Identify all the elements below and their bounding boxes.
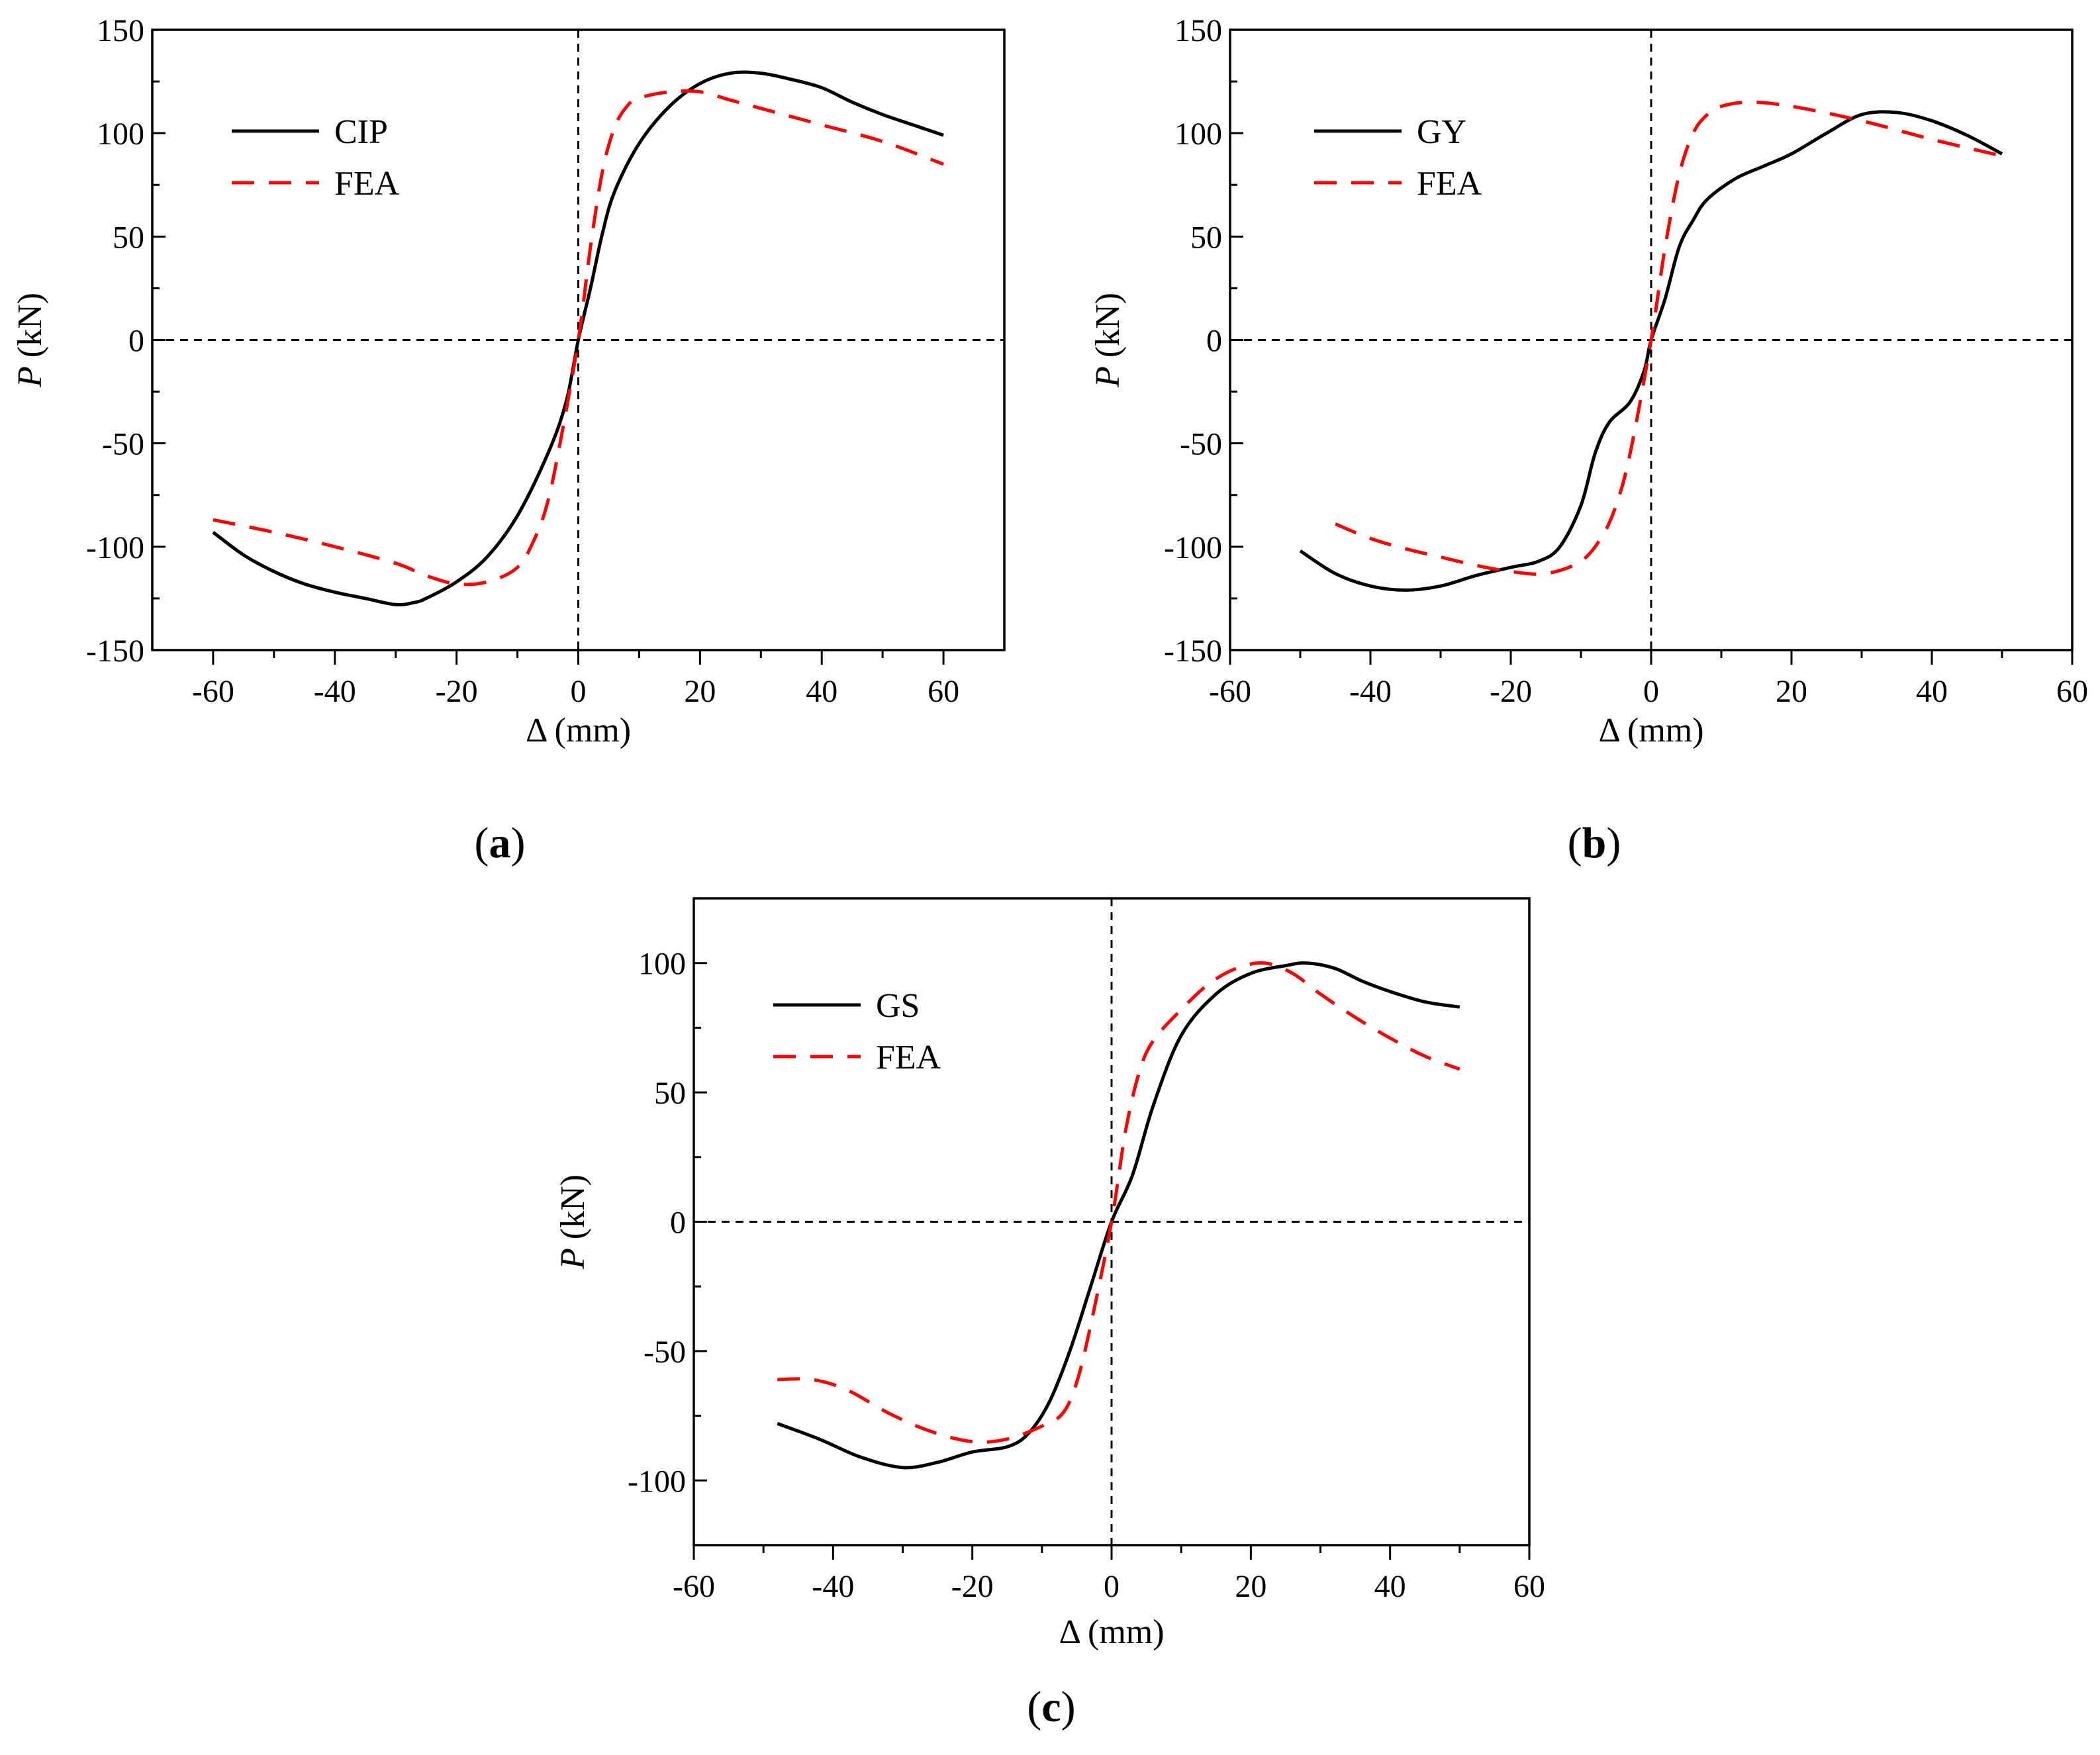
- series-line-fea: [1335, 100, 2003, 576]
- y-tick-label: 0: [1206, 324, 1222, 359]
- x-axis-title: Δ (mm): [1598, 712, 1703, 749]
- legend-label-gy: GY: [1417, 113, 1466, 151]
- legend-label-fea: FEA: [1417, 165, 1482, 203]
- y-tick-label: -100: [86, 530, 144, 565]
- series-line-fea: [213, 89, 944, 587]
- y-axis-symbol: P: [11, 366, 49, 388]
- panel-label: (b): [1568, 819, 1621, 867]
- x-tick-label: -20: [1490, 674, 1532, 709]
- x-tick-label: -40: [812, 1569, 854, 1604]
- x-tick-label: 0: [571, 674, 587, 709]
- y-tick-label: 50: [113, 220, 144, 255]
- y-tick-label: -100: [1164, 530, 1222, 565]
- y-tick-label: -50: [1180, 427, 1222, 462]
- y-axis-unit: (kN): [11, 293, 49, 366]
- x-tick-label: 20: [1776, 674, 1807, 709]
- y-tick-label: 100: [638, 947, 686, 982]
- chart-panel-a: -60 -40 -20 0 20 40 60 -150 -100 -50 0 50 100 150 Δ (m…: [11, 13, 1006, 867]
- y-tick-label: 100: [97, 117, 144, 152]
- legend-label-cip: CIP: [334, 113, 388, 151]
- y-tick-label: -50: [644, 1335, 686, 1370]
- x-tick-label: -20: [436, 674, 478, 709]
- series-line-cip: [212, 70, 944, 607]
- x-tick-label: 60: [1513, 1569, 1545, 1604]
- x-tick-label: 40: [806, 674, 837, 709]
- series-line-gs: [777, 961, 1460, 1470]
- y-tick-label: -100: [628, 1464, 686, 1499]
- x-tick-label: -20: [951, 1569, 994, 1604]
- x-tick-label: 0: [1104, 1569, 1120, 1604]
- y-axis-unit: (kN): [1089, 293, 1127, 366]
- y-axis-title: P (kN): [1089, 293, 1127, 388]
- y-axis-symbol: P: [554, 1248, 592, 1270]
- chart-panel-c: -60 -40 -20 0 20 40 60 -100 -50 0 50 100 Δ (mm) P (kN…: [554, 897, 1545, 1731]
- chart-panel-b: -60 -40 -20 0 20 40 60 -150 -100 -50 0 50 100 150 Δ (m…: [1089, 13, 2088, 867]
- x-tick-label: 40: [1916, 674, 1948, 709]
- x-axis-title: Δ (mm): [526, 712, 631, 749]
- x-tick-label: -60: [673, 1569, 715, 1604]
- x-tick-label: 60: [928, 674, 959, 709]
- series-line-gy: [1299, 110, 2003, 592]
- legend-label-fea: FEA: [876, 1039, 941, 1076]
- y-tick-label: 150: [1174, 13, 1222, 48]
- x-tick-label: 40: [1374, 1569, 1406, 1604]
- y-axis-title: P (kN): [554, 1174, 592, 1270]
- panel-label: (a): [475, 819, 526, 867]
- y-axis-symbol: P: [1089, 366, 1127, 388]
- x-tick-label: 60: [2056, 674, 2088, 709]
- x-tick-label: 20: [1235, 1569, 1266, 1604]
- y-tick-label: -50: [102, 427, 144, 462]
- y-tick-label: 50: [1190, 220, 1222, 255]
- y-tick-label: 50: [654, 1076, 686, 1111]
- y-tick-label: -150: [1164, 634, 1222, 669]
- y-tick-label: -150: [86, 634, 144, 669]
- x-tick-label: -60: [1209, 674, 1251, 709]
- y-tick-label: 100: [1174, 117, 1222, 152]
- y-axis-title: P (kN): [11, 293, 49, 388]
- legend-label-gs: GS: [876, 987, 920, 1025]
- x-axis-title: Δ (mm): [1059, 1613, 1164, 1651]
- x-tick-label: -40: [314, 674, 356, 709]
- series-line-fea: [777, 961, 1460, 1444]
- legend-label-fea: FEA: [334, 165, 400, 203]
- x-tick-label: -40: [1349, 674, 1392, 709]
- y-tick-label: 0: [670, 1206, 686, 1241]
- x-tick-label: 20: [684, 674, 716, 709]
- y-axis-unit: (kN): [554, 1174, 592, 1248]
- panel-label: (c): [1027, 1683, 1075, 1731]
- y-tick-label: 150: [97, 13, 144, 48]
- x-tick-label: 0: [1643, 674, 1659, 709]
- y-tick-label: 0: [128, 324, 144, 359]
- x-tick-label: -60: [192, 674, 234, 709]
